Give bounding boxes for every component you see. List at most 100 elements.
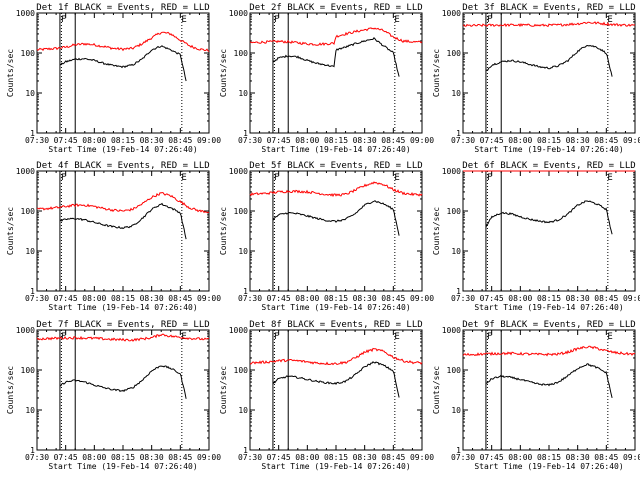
y-tick-label: 10 xyxy=(25,406,35,415)
x-axis-label: Start Time (19-Feb-14 07:26:40) xyxy=(261,303,410,312)
y-tick-label: 100 xyxy=(234,366,249,375)
y-tick-label: 10 xyxy=(451,247,461,256)
x-tick-label: 08:00 xyxy=(508,136,532,145)
x-tick-label: 09:00 xyxy=(410,294,434,303)
events-series-line xyxy=(485,363,613,399)
marker-letter-f: F xyxy=(61,15,66,25)
x-tick-label: 07:45 xyxy=(480,453,504,462)
y-tick-label: 10 xyxy=(25,89,35,98)
chart-panel: Det 3f BLACK = Events, RED = LLD Counts/s… xyxy=(432,3,640,154)
marker-letter-e: E xyxy=(394,332,399,342)
x-tick-label: 07:30 xyxy=(238,453,262,462)
chart-panel: Det 2f BLACK = Events, RED = LLD Counts/s… xyxy=(219,3,434,154)
chart-panel: Det 7f BLACK = Events, RED = LLD Counts/s… xyxy=(6,320,221,471)
y-tick-label: 1000 xyxy=(442,326,461,335)
chart-panel: Det 5f BLACK = Events, RED = LLD Counts/s… xyxy=(219,161,434,312)
marker-letter-e: E xyxy=(394,15,399,25)
x-axis-label: Start Time (19-Feb-14 07:26:40) xyxy=(48,303,197,312)
x-tick-label: 08:15 xyxy=(111,453,135,462)
chart-panel: Det 4f BLACK = Events, RED = LLD Counts/s… xyxy=(6,161,221,312)
chart-title: Det 4f BLACK = Events, RED = LLD xyxy=(36,161,209,171)
y-tick-label: 1 xyxy=(243,287,248,296)
x-tick-label: 08:00 xyxy=(82,453,106,462)
marker-letter-f: F xyxy=(487,15,492,25)
y-tick-label: 1000 xyxy=(229,326,248,335)
y-tick-label: 1000 xyxy=(16,9,35,18)
y-tick-label: 1 xyxy=(243,446,248,455)
events-series-line xyxy=(485,44,613,77)
x-tick-label: 08:30 xyxy=(566,294,590,303)
x-tick-label: 09:00 xyxy=(197,453,221,462)
chart-panel: Det 1f BLACK = Events, RED = LLD Counts/s… xyxy=(6,3,221,154)
y-tick-label: 100 xyxy=(234,207,249,216)
x-tick-label: 07:30 xyxy=(25,136,49,145)
chart-title: Det 9f BLACK = Events, RED = LLD xyxy=(462,320,635,330)
y-tick-label: 10 xyxy=(25,247,35,256)
y-tick-label: 1000 xyxy=(229,167,248,176)
y-axis-label: Counts/sec xyxy=(219,49,228,97)
x-tick-label: 09:00 xyxy=(410,136,434,145)
x-tick-label: 07:45 xyxy=(54,136,78,145)
x-tick-label: 08:45 xyxy=(381,453,405,462)
y-axis-label: Counts/sec xyxy=(6,366,15,414)
x-tick-label: 08:30 xyxy=(140,453,164,462)
y-tick-label: 100 xyxy=(447,49,462,58)
x-axis-label: Start Time (19-Feb-14 07:26:40) xyxy=(48,145,197,154)
x-tick-label: 07:45 xyxy=(480,294,504,303)
chart-title: Det 2f BLACK = Events, RED = LLD xyxy=(249,3,422,13)
y-tick-label: 1000 xyxy=(229,9,248,18)
x-tick-label: 08:30 xyxy=(566,453,590,462)
lld-series-line xyxy=(249,181,423,198)
x-tick-label: 07:30 xyxy=(451,294,475,303)
x-tick-label: 07:30 xyxy=(25,453,49,462)
y-tick-label: 10 xyxy=(238,406,248,415)
marker-letter-f: F xyxy=(487,332,492,342)
x-tick-label: 07:30 xyxy=(451,453,475,462)
marker-letter-f: F xyxy=(274,332,279,342)
x-tick-label: 07:45 xyxy=(480,136,504,145)
marker-letter-e: E xyxy=(181,332,186,342)
x-tick-label: 09:00 xyxy=(623,136,640,145)
x-tick-label: 09:00 xyxy=(623,294,640,303)
x-tick-label: 07:45 xyxy=(267,453,291,462)
chart-panel: Det 9f BLACK = Events, RED = LLD Counts/s… xyxy=(432,320,640,471)
y-tick-label: 1 xyxy=(243,129,248,138)
x-tick-label: 08:00 xyxy=(82,136,106,145)
x-tick-label: 08:30 xyxy=(353,453,377,462)
lld-series-line xyxy=(249,27,423,47)
x-tick-label: 07:45 xyxy=(267,294,291,303)
lld-series-line xyxy=(37,192,210,214)
events-series-line xyxy=(59,45,187,82)
x-tick-label: 08:15 xyxy=(537,136,561,145)
events-series-line xyxy=(485,200,613,235)
x-tick-label: 07:45 xyxy=(54,453,78,462)
events-series-line xyxy=(272,37,400,77)
y-tick-label: 1 xyxy=(30,129,35,138)
x-tick-label: 08:45 xyxy=(168,453,192,462)
marker-letter-f: F xyxy=(274,15,279,25)
y-tick-label: 1 xyxy=(456,287,461,296)
marker-letter-e: E xyxy=(394,173,399,183)
x-tick-label: 09:00 xyxy=(197,136,221,145)
x-tick-label: 07:30 xyxy=(451,136,475,145)
chart-title: Det 7f BLACK = Events, RED = LLD xyxy=(36,320,209,330)
lld-series-line xyxy=(462,345,636,357)
marker-letter-f: F xyxy=(61,173,66,183)
x-tick-label: 08:45 xyxy=(168,136,192,145)
x-axis-label: Start Time (19-Feb-14 07:26:40) xyxy=(474,303,623,312)
x-tick-label: 08:15 xyxy=(537,294,561,303)
x-axis-label: Start Time (19-Feb-14 07:26:40) xyxy=(261,462,410,471)
y-tick-label: 1 xyxy=(456,446,461,455)
x-tick-label: 08:00 xyxy=(295,294,319,303)
x-tick-label: 08:45 xyxy=(594,453,618,462)
marker-letter-f: F xyxy=(274,173,279,183)
marker-letter-e: E xyxy=(607,332,612,342)
x-axis-label: Start Time (19-Feb-14 07:26:40) xyxy=(474,462,623,471)
x-tick-label: 08:15 xyxy=(111,136,135,145)
chart-panel: Det 8f BLACK = Events, RED = LLD Counts/s… xyxy=(219,320,434,471)
x-tick-label: 08:30 xyxy=(353,294,377,303)
y-tick-label: 10 xyxy=(238,247,248,256)
y-tick-label: 1000 xyxy=(442,167,461,176)
